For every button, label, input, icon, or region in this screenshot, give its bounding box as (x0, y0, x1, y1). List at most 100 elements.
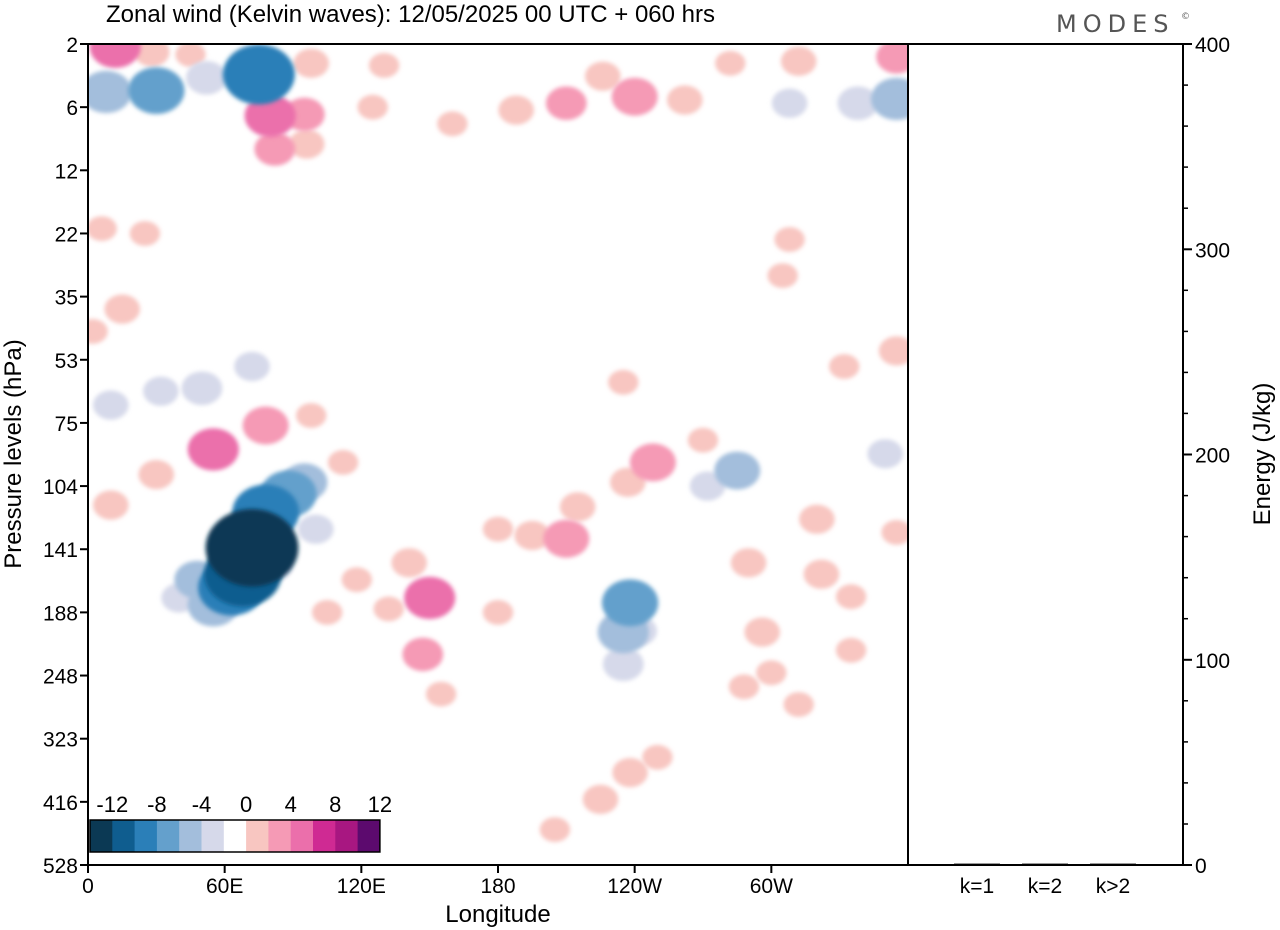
westerly-anomaly-blob (138, 460, 175, 490)
energy-category-label: k=1 (960, 875, 994, 898)
easterly-anomaly-blob (460, 238, 491, 264)
easterly-anomaly-blob (715, 838, 746, 863)
colorbar-label: -4 (192, 792, 212, 817)
y-tick-label: 188 (43, 602, 78, 625)
colorbar-label: -12 (96, 792, 128, 817)
easterly-anomaly-blob (774, 821, 805, 847)
colorbar-label: 12 (368, 792, 392, 817)
westerly-anomaly-blob (642, 744, 673, 770)
westerly-anomaly-blob (391, 548, 428, 578)
y-tick-label: 104 (43, 476, 78, 499)
energy-category-label: k=2 (1028, 875, 1062, 898)
y-tick-label: 416 (43, 792, 78, 815)
colorbar-outline (89, 819, 381, 853)
westerly-anomaly-blob (835, 637, 867, 663)
easterly-anomaly-blob (602, 647, 644, 681)
x-axis: 0 60E 120E 180 120W 60W (82, 865, 793, 898)
westerly-anomaly-blob (89, 44, 141, 68)
brand-mark: © (1181, 12, 1196, 22)
y-tick-label: 528 (43, 855, 78, 878)
westerly-anomaly-blob (799, 504, 835, 534)
westerly-anomaly-blob (585, 61, 621, 91)
westerly-anomaly-blob (514, 520, 550, 551)
easterly-anomaly-blob (544, 575, 575, 601)
easterly-anomaly-blob (129, 561, 161, 587)
energy-tick-label: 0 (1195, 855, 1207, 878)
y-axis: 2 6 12 22 35 53 75 104 141 188 248 323 416 528 (43, 34, 88, 878)
easterly-anomaly-blob (364, 325, 395, 351)
colorbar-swatch (179, 820, 202, 852)
colorbar-swatch (335, 820, 358, 852)
y-tick-label: 6 (66, 97, 78, 120)
easterly-anomaly-blob (871, 77, 908, 121)
easterly-anomaly-blob (93, 390, 129, 420)
westerly-anomaly-blob (134, 44, 170, 67)
westerly-anomaly-blob (244, 94, 296, 137)
westerly-anomaly-blob (744, 617, 780, 647)
energy-y-axis: 0 100 200 300 400 (1183, 34, 1230, 878)
westerly-anomaly-blob (730, 548, 767, 578)
y-tick-label: 22 (55, 223, 78, 246)
westerly-anomaly-blob (357, 94, 388, 120)
energy-axis-label: Energy (J/kg) (1249, 383, 1276, 526)
westerly-anomaly-blob (129, 221, 161, 246)
easterly-anomaly-blob (837, 86, 879, 120)
easterly-anomaly-blob (186, 61, 227, 95)
colorbar-swatch (246, 820, 269, 852)
easterly-anomaly-blob (824, 454, 855, 479)
x-tick-label: 60W (750, 875, 793, 898)
westerly-anomaly-blob (756, 660, 787, 686)
easterly-anomaly-blob (539, 640, 571, 666)
easterly-anomaly-blob (769, 846, 801, 865)
westerly-anomaly-blob (687, 427, 719, 453)
easterly-anomaly-blob (298, 514, 334, 544)
easterly-anomaly-blob (214, 644, 245, 669)
easterly-anomaly-blob (289, 347, 320, 373)
westerly-anomaly-blob (88, 216, 117, 241)
easterly-anomaly-blob (771, 88, 808, 118)
x-tick-label: 0 (82, 875, 94, 898)
colorbar-label: 0 (240, 792, 252, 817)
westerly-anomaly-blob (783, 692, 814, 717)
easterly-anomaly-blob (715, 805, 746, 831)
westerly-anomaly-blob (404, 576, 456, 620)
colorbar-swatch (290, 820, 314, 852)
easterly-anomaly-blob (128, 67, 185, 114)
westerly-anomaly-blob (829, 354, 860, 379)
colorbar-swatch (156, 820, 180, 852)
westerly-anomaly-blob (373, 596, 404, 622)
westerly-anomaly-blob (296, 403, 327, 428)
x-tick-label: 60E (206, 875, 243, 898)
westerly-anomaly-blob (242, 406, 289, 445)
westerly-anomaly-blob (878, 336, 908, 366)
colorbar-swatch (90, 820, 113, 852)
x-tick-label: 180 (480, 875, 515, 898)
westerly-anomaly-blob (543, 519, 590, 558)
westerly-anomaly-blob (482, 600, 514, 625)
westerly-anomaly-blob (559, 492, 596, 522)
westerly-anomaly-blob (425, 681, 457, 707)
colorbar-swatch (357, 820, 381, 852)
y-tick-label: 323 (43, 729, 78, 752)
colorbar-swatch (313, 820, 336, 852)
westerly-anomaly-blob (612, 758, 648, 788)
easterly-anomaly-blob (592, 687, 623, 713)
westerly-anomaly-blob (608, 369, 639, 395)
westerly-anomaly-blob (728, 674, 760, 700)
energy-tick-label: 300 (1195, 239, 1230, 262)
westerly-anomaly-blob (715, 50, 746, 76)
westerly-anomaly-blob (667, 85, 703, 115)
westerly-anomaly-blob (611, 77, 658, 116)
westerly-anomaly-blob (774, 227, 805, 252)
colorbar-swatch (268, 820, 292, 852)
energy-tick-label: 100 (1195, 650, 1230, 673)
colorbar-label: 8 (329, 792, 341, 817)
westerly-anomaly-blob (93, 490, 129, 520)
easterly-anomaly-blob (243, 292, 274, 318)
westerly-anomaly-blob (187, 428, 239, 471)
x-tick-label: 120E (337, 875, 386, 898)
easterly-anomaly-blob (181, 371, 223, 406)
energy-panel: k=1 k=2 k>2 0 100 200 300 400 Energy (J/kg) (908, 34, 1276, 898)
westerly-anomaly-blob (803, 559, 840, 589)
westerly-anomaly-blob (312, 600, 343, 625)
